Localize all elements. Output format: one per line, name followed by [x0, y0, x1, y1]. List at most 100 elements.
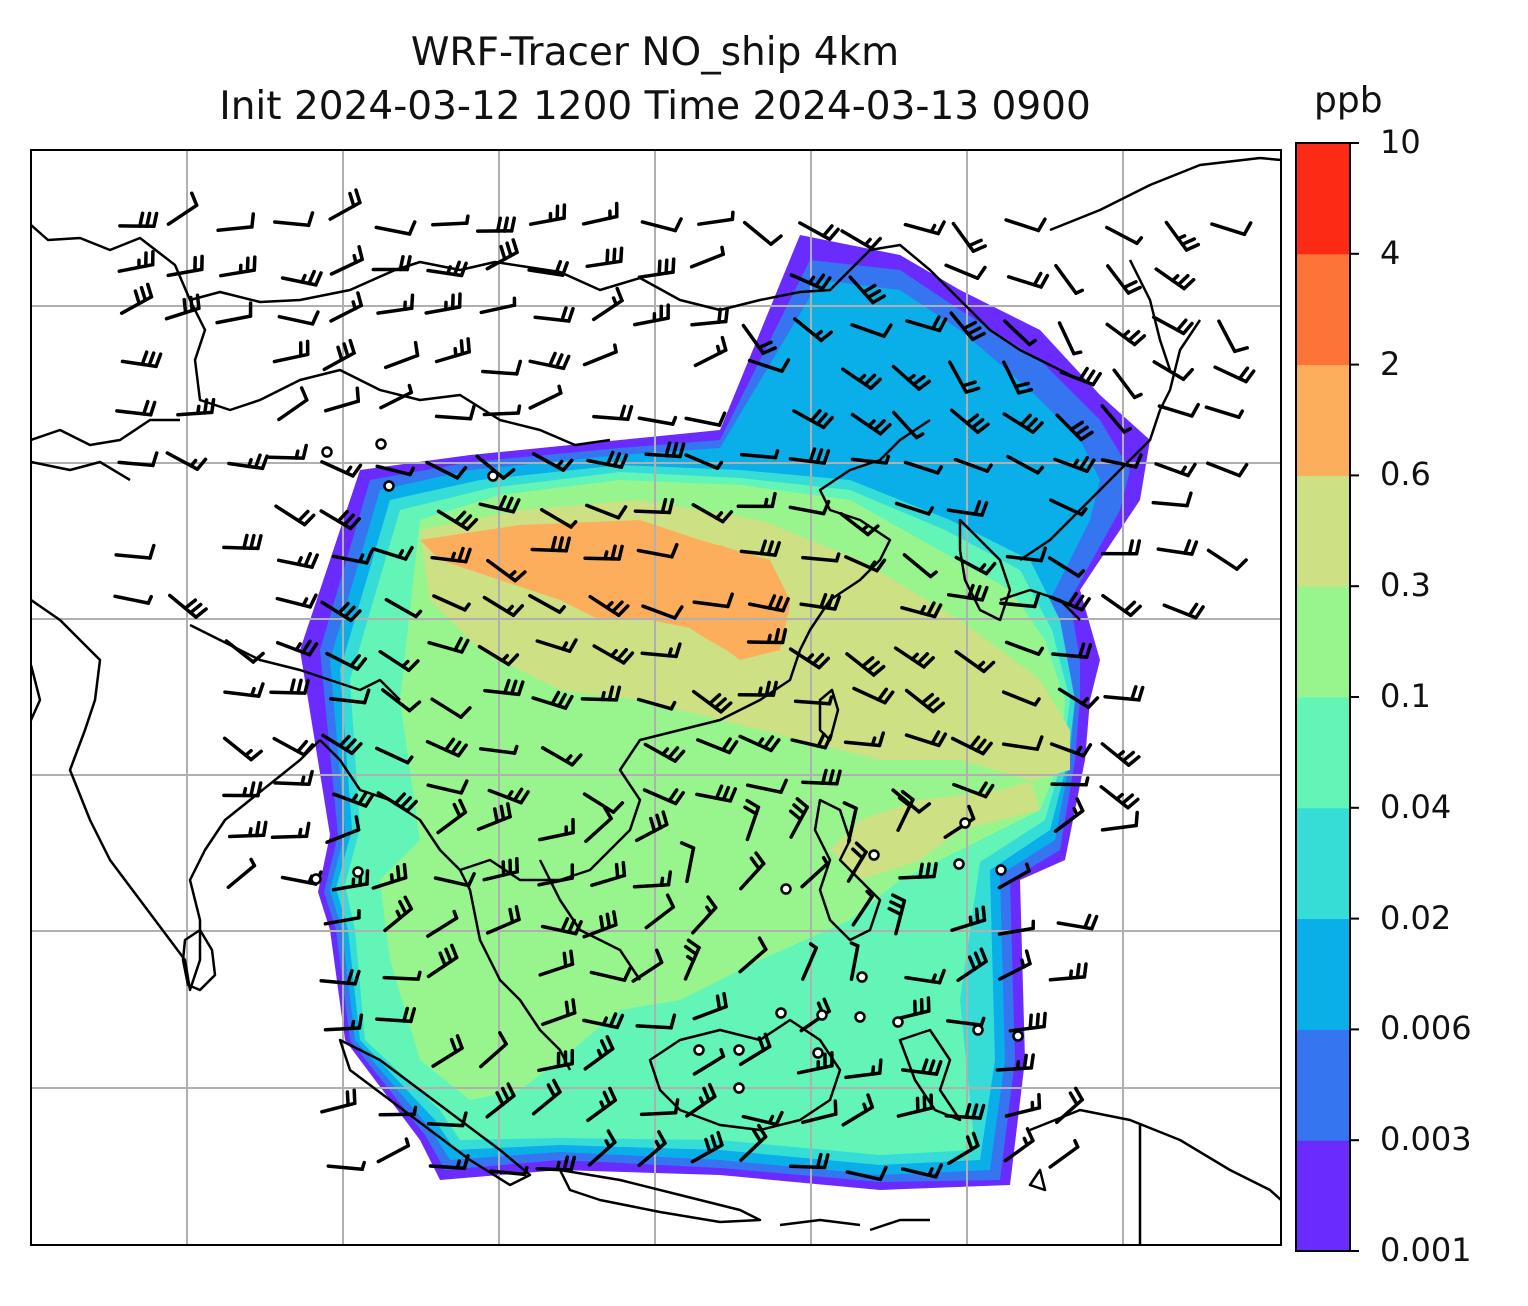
wind-barb-flag: [403, 545, 414, 561]
wind-barb-flag: [968, 735, 981, 750]
figure-title-line1: WRF-Tracer NO_ship 4km: [410, 30, 900, 75]
wind-barb-flag: [757, 1036, 766, 1052]
wind-barb: [850, 323, 886, 338]
wind-barb-flag: [659, 876, 665, 887]
wind-barb-flag: [721, 785, 731, 802]
wind-barb: [479, 1042, 508, 1069]
wind-barb-flag: [296, 509, 310, 523]
wind-barb-flag: [683, 944, 698, 956]
wind-barb: [216, 225, 254, 233]
wind-barb-flag: [661, 810, 669, 827]
wind-barb-flag: [260, 454, 269, 471]
colorbar: [1295, 142, 1359, 1252]
wind-barb: [482, 411, 521, 417]
wind-barb-flag: [770, 491, 777, 509]
wind-barb-flag: [980, 585, 989, 602]
wind-barb: [537, 876, 575, 887]
wind-barb-flag: [1126, 755, 1141, 767]
wind-barb-flag: [966, 583, 975, 600]
wind-barb-flag: [1015, 1060, 1021, 1071]
wind-barb-flag: [413, 340, 420, 358]
wind-barb: [689, 252, 725, 269]
wind-barb-flag: [615, 286, 624, 303]
wind-barb-flag: [918, 862, 924, 879]
wind-barb-flag: [357, 1013, 364, 1030]
wind-barb-flag: [822, 1153, 830, 1170]
wind-barb-flag: [148, 543, 156, 560]
colorbar-tick-label: 0.04: [1380, 787, 1452, 826]
colorbar-tick-label: 10: [1380, 123, 1421, 161]
wind-barb-flag: [827, 227, 840, 242]
wind-barb-flag: [452, 260, 461, 277]
wind-barb-flag: [1033, 697, 1041, 707]
wind-barb-flag: [242, 533, 249, 550]
wind-barb-flag: [930, 973, 937, 984]
wind-barb: [684, 416, 722, 427]
wind-barb-flag: [771, 680, 778, 697]
wind-barb-flag: [917, 802, 932, 814]
wind-barb-flag: [354, 188, 362, 205]
wind-barb-flag: [792, 803, 806, 816]
wind-barb-flag: [964, 1102, 972, 1119]
wind-barb: [684, 453, 720, 470]
wind-barb-flag: [917, 379, 932, 391]
wind-barb-flag: [679, 841, 696, 850]
wind-barb-flag: [296, 739, 309, 754]
wind-barb: [640, 220, 678, 233]
wind-barb-flag: [815, 1152, 823, 1169]
wind-barb-flag: [862, 1102, 869, 1113]
wind-barb: [326, 1164, 364, 1172]
wind-barb: [430, 697, 463, 719]
colorbar-band: [1296, 586, 1350, 698]
wind-barb-flag: [605, 600, 614, 610]
wind-barb-flag: [294, 449, 300, 460]
colorbar-unit: ppb: [1314, 80, 1383, 121]
wind-barb-flag: [195, 293, 201, 311]
wind-barb-flag: [301, 443, 308, 460]
wind-barb-flag: [458, 798, 468, 814]
wind-barb-flag: [304, 821, 311, 838]
wind-barb-flag: [610, 544, 617, 561]
wind-barb-flag: [1025, 1127, 1035, 1143]
wind-barb-flag: [604, 1139, 612, 1149]
wind-barb-flag: [1075, 745, 1083, 756]
wind-barb-flag: [866, 660, 880, 673]
wind-barb-flag: [510, 679, 518, 696]
wind-barb-flag: [612, 247, 617, 265]
calm-marker: [953, 858, 965, 870]
wind-barb-flag: [516, 680, 525, 697]
wind-barb: [685, 846, 696, 884]
wind-barb-flag: [822, 997, 832, 1013]
wind-barb-flag: [354, 815, 361, 832]
colorbar-band: [1296, 918, 1350, 1030]
wind-barb-flag: [250, 686, 256, 698]
wind-barb-flag: [557, 384, 563, 395]
wind-barb-flag: [1037, 1093, 1042, 1110]
wind-barb-flag: [710, 1134, 718, 1151]
wind-barb-flag: [667, 746, 680, 760]
colorbar-band: [1296, 1029, 1350, 1141]
wind-barb-flag: [506, 802, 512, 819]
wind-barb: [277, 314, 315, 326]
wind-barb: [747, 358, 784, 373]
wind-barb-flag: [727, 739, 739, 755]
wind-barb-flag: [621, 651, 635, 665]
wind-barb: [746, 640, 785, 645]
wind-barb-flag: [256, 682, 265, 698]
wind-barb: [801, 946, 819, 981]
wind-barb: [117, 460, 155, 468]
wind-barb: [902, 553, 933, 579]
wind-barb-flag: [1091, 371, 1102, 387]
wind-barb-flag: [883, 690, 895, 705]
wind-barb-flag: [655, 813, 663, 830]
wind-barb: [585, 503, 621, 520]
wind-barb: [1049, 498, 1084, 517]
wind-barb-flag: [814, 329, 823, 338]
wind-barb: [1100, 458, 1138, 469]
calm-marker: [375, 438, 387, 450]
wind-barb-flag: [336, 509, 349, 523]
wind-barb-flag: [1176, 234, 1187, 241]
wind-barb-flag: [842, 801, 858, 811]
wind-barb-flag: [407, 700, 422, 713]
